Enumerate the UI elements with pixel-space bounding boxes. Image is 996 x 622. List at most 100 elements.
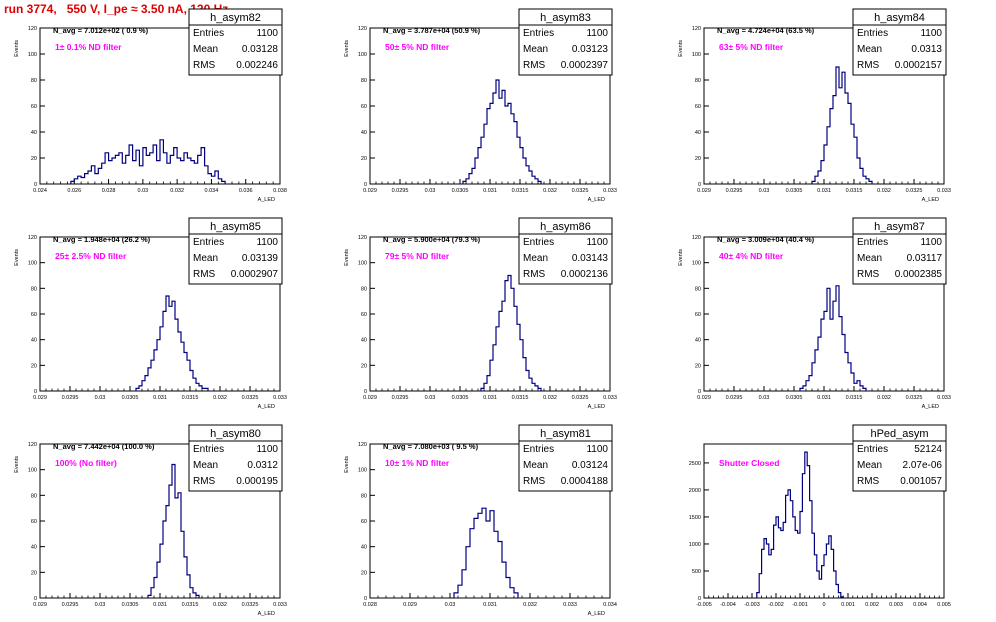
x-tick-label: 0.034	[205, 188, 219, 194]
y-tick-label: 20	[31, 156, 37, 162]
x-tick-label: 0.033	[937, 188, 951, 194]
stat-key: RMS	[193, 476, 216, 487]
stats-box-frame	[852, 217, 947, 285]
histogram-series	[135, 295, 209, 391]
y-tick-label: 40	[695, 338, 701, 344]
x-tick-label: 0.03	[137, 188, 148, 194]
navg-label: N_avg = 7.080e+03 ( 9.5 %)	[383, 442, 479, 451]
x-tick-label: 0.0305	[786, 395, 803, 401]
stat-key: Mean	[523, 253, 548, 264]
stat-value: 0.0004188	[561, 476, 609, 487]
stat-key: Entries	[523, 28, 554, 39]
y-tick-label: 60	[361, 104, 367, 110]
x-tick-label: 0	[822, 602, 825, 608]
y-tick-label: 60	[31, 312, 37, 318]
x-tick-label: 0.0295	[726, 395, 743, 401]
stats-box-frame	[188, 424, 283, 492]
x-tick-label: 0.029	[33, 395, 47, 401]
x-tick-label: 0.031	[483, 188, 497, 194]
x-axis-label: A_LED	[258, 611, 275, 617]
y-tick-label: 60	[361, 519, 367, 525]
x-tick-label: 0.0325	[906, 395, 923, 401]
stats-box: h_asym82 Entries 1100 Mean 0.03128 RMS 0.00224…	[188, 8, 283, 76]
stat-value: 0.03123	[572, 44, 609, 55]
stat-key: Entries	[857, 237, 888, 248]
stat-value: 0.0002136	[561, 269, 609, 280]
histogram-panel: 0.029 0.0295 0.03 0.0305 0.031 0.0315 0.032 0.0…	[344, 8, 617, 203]
x-tick-label: 0.031	[817, 188, 831, 194]
x-tick-label: 0.038	[273, 188, 287, 194]
stat-value: 0.0002157	[895, 60, 943, 71]
x-tick-label: 0.004	[913, 602, 927, 608]
stat-value: 0.0313	[911, 44, 942, 55]
y-tick-label: 0	[34, 389, 37, 395]
stat-key: Mean	[857, 253, 882, 264]
y-axis-label: Events	[344, 40, 350, 57]
x-tick-label: 0.03	[445, 602, 456, 608]
stat-value: 0.03117	[907, 253, 943, 264]
x-tick-label: -0.004	[720, 602, 736, 608]
x-tick-label: 0.03	[95, 602, 106, 608]
x-tick-label: 0.0295	[62, 395, 79, 401]
y-tick-label: 80	[31, 493, 37, 499]
x-axis-label: A_LED	[258, 404, 275, 410]
stats-box: h_asym81 Entries 1100 Mean 0.03124 RMS 0.00041…	[518, 424, 613, 492]
y-axis-label: Events	[14, 249, 20, 266]
histogram-name: h_asym84	[874, 12, 925, 24]
y-axis-label: Events	[344, 249, 350, 266]
stats-box-frame	[518, 217, 613, 285]
stat-key: Mean	[523, 460, 548, 471]
y-tick-label: 40	[31, 338, 37, 344]
x-tick-label: 0.029	[697, 395, 711, 401]
stat-key: Entries	[193, 237, 224, 248]
y-tick-label: 40	[31, 130, 37, 136]
histogram-series	[811, 66, 873, 184]
y-tick-label: 80	[361, 493, 367, 499]
stats-box: hPed_asym Entries 52124 Mean 2.07e-06 RMS 0.00…	[852, 424, 947, 492]
x-tick-label: 0.0315	[846, 395, 863, 401]
stat-key: Mean	[857, 460, 882, 471]
x-tick-label: 0.029	[403, 602, 417, 608]
x-tick-label: 0.029	[697, 188, 711, 194]
filter-label: 100% (No filter)	[55, 458, 117, 468]
y-tick-label: 100	[28, 261, 37, 267]
x-tick-label: 0.029	[363, 188, 377, 194]
x-tick-label: 0.024	[33, 188, 47, 194]
x-tick-label: 0.036	[239, 188, 253, 194]
histogram-panel: 0.024 0.026 0.028 0.03 0.032 0.034 0.036 0.038 0…	[14, 8, 287, 203]
y-tick-label: 20	[695, 156, 701, 162]
x-tick-label: 0.0325	[242, 602, 259, 608]
x-tick-label: 0.034	[603, 602, 617, 608]
x-tick-label: 0.0325	[242, 395, 259, 401]
filter-label: 10± 1% ND filter	[385, 458, 450, 468]
stat-value: 1100	[586, 237, 608, 248]
stats-box-frame	[188, 8, 283, 76]
y-tick-label: 60	[695, 104, 701, 110]
stats-box: h_asym87 Entries 1100 Mean 0.03117 RMS 0.00023…	[852, 217, 947, 285]
x-tick-label: 0.03	[95, 395, 106, 401]
navg-label: N_avg = 5.900e+04 (79.3 %)	[383, 235, 481, 244]
stat-key: RMS	[857, 476, 880, 487]
x-tick-label: 0.032	[877, 188, 891, 194]
x-tick-label: 0.0315	[512, 395, 529, 401]
y-tick-label: 120	[28, 442, 37, 448]
x-tick-label: 0.0295	[726, 188, 743, 194]
histogram-panel: 0.028 0.029 0.03 0.031 0.032 0.033 0.034 0 20 40 6…	[344, 424, 617, 617]
y-tick-label: 120	[358, 235, 367, 241]
y-tick-label: 120	[692, 235, 701, 241]
filter-label: 50± 5% ND filter	[385, 42, 450, 52]
y-tick-label: 120	[28, 26, 37, 32]
navg-label: N_avg = 7.442e+04 (100.0 %)	[53, 442, 155, 451]
x-tick-label: 0.03	[759, 188, 770, 194]
stat-value: 0.002246	[236, 60, 278, 71]
stat-key: RMS	[193, 60, 216, 71]
histogram-panel: 0.029 0.0295 0.03 0.0305 0.031 0.0315 0.032 0.0…	[678, 217, 951, 410]
x-tick-label: 0.0325	[572, 395, 589, 401]
histogram-series	[70, 139, 226, 184]
y-tick-label: 60	[31, 519, 37, 525]
stats-box: h_asym86 Entries 1100 Mean 0.03143 RMS 0.00021…	[518, 217, 613, 285]
y-tick-label: 60	[361, 312, 367, 318]
navg-label: N_avg = 7.012e+02 ( 0.9 %)	[53, 26, 149, 35]
x-tick-label: 0.032	[213, 602, 227, 608]
